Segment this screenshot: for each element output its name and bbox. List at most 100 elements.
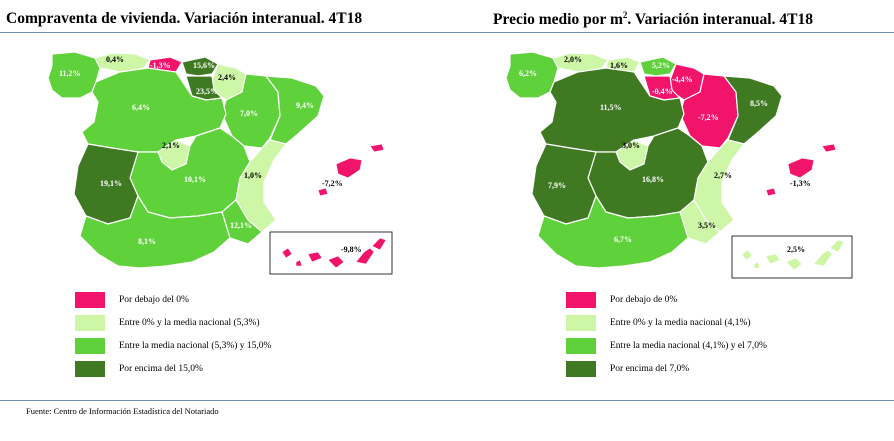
value-label-castilla-leon: 11,5% <box>600 103 622 112</box>
value-label-pais-vasco: 5,2% <box>652 61 670 70</box>
region-canarias-4 <box>327 255 345 269</box>
region-asturias <box>94 52 151 73</box>
legend-swatch <box>566 315 596 331</box>
region-galicia <box>47 51 101 99</box>
right-map-title: Precio medio por m2. Variación interanua… <box>493 10 813 29</box>
region-canarias-3 <box>765 253 781 265</box>
value-label-canarias: 2,5% <box>787 245 805 254</box>
legend-label: Entre la media nacional (5,3%) y 15,0% <box>119 341 272 351</box>
legend-item: Por debajo del 0% <box>75 292 271 308</box>
region-castilla-leon <box>539 67 685 153</box>
legend-item: Por encima del 15,0% <box>75 361 271 377</box>
legend-swatch <box>75 361 105 377</box>
region-canarias-6 <box>371 237 387 251</box>
value-label-aragon: -7,2% <box>698 113 719 122</box>
legend-label: Entre 0% y la media nacional (4,1%) <box>610 318 751 328</box>
right-map: 6,2% 2,0% 1,6% 5,2% -4,4% -0,4% -7,2% 8,… <box>505 51 853 279</box>
legend-item: Entre la media nacional (4,1%) y el 7,0% <box>566 338 767 354</box>
value-label-navarra: -4,4% <box>672 75 693 84</box>
legend-item: Entre 0% y la media nacional (4,1%) <box>566 315 767 331</box>
region-canarias <box>281 247 293 259</box>
value-label-andalucia: 8,1% <box>138 237 156 246</box>
region-baleares <box>787 157 815 179</box>
region-castilla-leon <box>81 67 227 153</box>
region-canarias-5 <box>355 247 375 265</box>
value-label-galicia: 6,2% <box>519 69 537 78</box>
region-valencia <box>693 139 745 233</box>
legend-swatch <box>566 361 596 377</box>
legend-swatch <box>75 315 105 331</box>
bottom-divider <box>0 400 894 401</box>
canarias-inset-box <box>269 231 393 275</box>
legend-item: Por encima del 7,0% <box>566 361 767 377</box>
right-legend: Por debajo de 0% Entre 0% y la media nac… <box>566 292 767 384</box>
value-label-madrid: 3,0% <box>622 141 640 150</box>
value-label-canarias: -9,8% <box>341 245 362 254</box>
left-map: 11,2% 0,4% -1,3% 15,6% 2,4% 23,5% 7,0% 9… <box>47 51 393 275</box>
value-label-castilla-leon: 6,4% <box>132 103 150 112</box>
value-label-navarra: 2,4% <box>218 73 236 82</box>
legend-item: Entre la media nacional (5,3%) y 15,0% <box>75 338 271 354</box>
region-canarias <box>741 249 753 261</box>
region-canarias-2 <box>753 261 761 269</box>
value-label-cataluna: 8,5% <box>750 99 768 108</box>
region-baleares-3 <box>317 187 329 197</box>
region-cataluna <box>265 75 325 145</box>
region-pais-vasco <box>181 56 219 77</box>
legend-label: Por debajo de 0% <box>610 295 678 305</box>
legend-item: Entre 0% y la media nacional (5,3%) <box>75 315 271 331</box>
value-label-pais-vasco: 15,6% <box>193 61 215 70</box>
value-label-valencia: 2,7% <box>714 171 732 180</box>
region-baleares <box>335 157 363 179</box>
value-label-la-rioja: -0,4% <box>652 87 673 96</box>
value-label-extremadura: 7,9% <box>548 181 566 190</box>
value-label-andalucia: 6,7% <box>614 235 632 244</box>
region-canarias-4 <box>785 257 803 271</box>
region-galicia <box>505 51 559 99</box>
legend-swatch <box>75 292 105 308</box>
region-pais-vasco <box>639 56 677 77</box>
value-label-cantabria: 1,6% <box>610 61 628 70</box>
legend-item: Por debajo de 0% <box>566 292 767 308</box>
region-canarias-3 <box>307 251 323 263</box>
left-legend: Por debajo del 0% Entre 0% y la media na… <box>75 292 271 384</box>
region-baleares-3 <box>765 187 777 197</box>
value-label-murcia: 12,1% <box>230 221 252 230</box>
region-canarias-6 <box>829 239 845 253</box>
legend-swatch <box>566 338 596 354</box>
value-label-baleares: -1,3% <box>790 179 811 188</box>
legend-label: Por encima del 7,0% <box>610 364 690 374</box>
region-baleares-2 <box>369 143 385 153</box>
value-label-valencia: 1,0% <box>244 171 262 180</box>
value-label-aragon: 7,0% <box>240 109 258 118</box>
legend-label: Entre la media nacional (4,1%) y el 7,0% <box>610 341 767 351</box>
legend-label: Por debajo del 0% <box>119 295 189 305</box>
value-label-la-rioja: 23,5% <box>196 87 218 96</box>
region-andalucia <box>537 195 689 269</box>
value-label-cataluna: 9,4% <box>296 101 314 110</box>
canarias-inset-box <box>731 235 853 279</box>
region-cataluna <box>723 75 783 145</box>
value-label-madrid: 2,1% <box>162 141 180 150</box>
legend-swatch <box>566 292 596 308</box>
value-label-baleares: -7,2% <box>322 179 343 188</box>
region-canarias-2 <box>295 259 303 267</box>
value-label-asturias: 0,4% <box>106 55 124 64</box>
legend-swatch <box>75 338 105 354</box>
value-label-castilla-la-mancha: 10,1% <box>184 175 206 184</box>
left-map-title: Compraventa de vivienda. Variación inter… <box>6 10 363 27</box>
region-andalucia <box>79 195 231 269</box>
value-label-galicia: 11,2% <box>59 69 81 78</box>
value-label-murcia: 3,5% <box>698 221 716 230</box>
region-canarias-5 <box>813 249 833 267</box>
top-divider <box>0 32 894 33</box>
region-valencia <box>235 139 287 233</box>
source-note: Fuente: Centro de Información Estadístic… <box>26 406 219 416</box>
value-label-castilla-la-mancha: 16,8% <box>642 175 664 184</box>
legend-label: Por encima del 15,0% <box>119 364 203 374</box>
legend-label: Entre 0% y la media nacional (5,3%) <box>119 318 260 328</box>
value-label-asturias: 2,0% <box>564 55 582 64</box>
region-baleares-2 <box>821 143 837 153</box>
value-label-cantabria: -1,3% <box>150 61 171 70</box>
region-asturias <box>552 52 609 73</box>
